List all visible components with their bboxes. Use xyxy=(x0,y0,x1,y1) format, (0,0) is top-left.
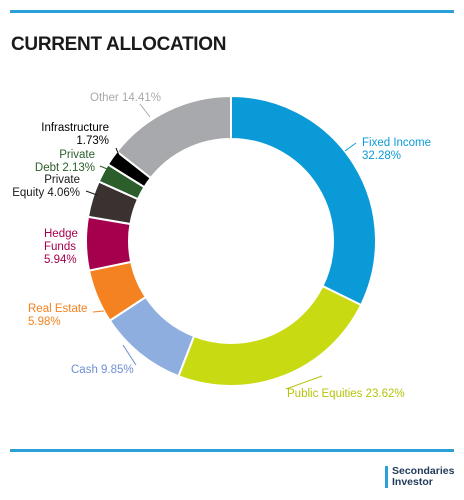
slice-labels: Fixed Income 32.28% Public Equities 23.62%… xyxy=(12,92,431,400)
leader-real-estate xyxy=(92,310,105,313)
brand-logo: Secondaries Investor xyxy=(385,466,454,488)
label-hedge-funds: Hedge Funds 5.94% xyxy=(44,228,78,266)
leader-other xyxy=(139,103,151,118)
slice-fixed-income xyxy=(230,94,377,307)
label-other: Other 14.41% xyxy=(90,92,161,104)
label-real-estate: Real Estate 5.98% xyxy=(28,303,87,328)
chart-title: CURRENT ALLOCATION xyxy=(11,34,227,55)
leader-cash xyxy=(122,344,137,366)
label-private-equity: Private Equity 4.06% xyxy=(12,174,80,199)
leader-lines xyxy=(85,103,357,390)
donut-slices xyxy=(85,94,377,387)
brand-line-2: Investor xyxy=(392,476,433,488)
label-fixed-income: Fixed Income 32.28% xyxy=(362,137,431,162)
leader-private-equity xyxy=(85,190,98,196)
leader-private-debt xyxy=(99,165,113,172)
slice-public-equities xyxy=(177,284,363,387)
label-public-equities: Public Equities 23.62% xyxy=(287,388,405,400)
leader-fixed-income xyxy=(344,142,357,152)
top-rule xyxy=(10,10,454,13)
brand-line-1: Secondaries xyxy=(392,465,455,477)
leader-public-equities xyxy=(285,375,323,390)
bottom-rule xyxy=(10,449,454,452)
label-infrastructure: Infrastructure 1.73% xyxy=(41,122,109,147)
slice-other xyxy=(115,94,232,180)
slice-hedge-funds xyxy=(85,215,133,272)
label-private-debt: Private Debt 2.13% xyxy=(35,149,95,174)
leader-infrastructure xyxy=(115,147,121,159)
label-cash: Cash 9.85% xyxy=(71,364,134,376)
